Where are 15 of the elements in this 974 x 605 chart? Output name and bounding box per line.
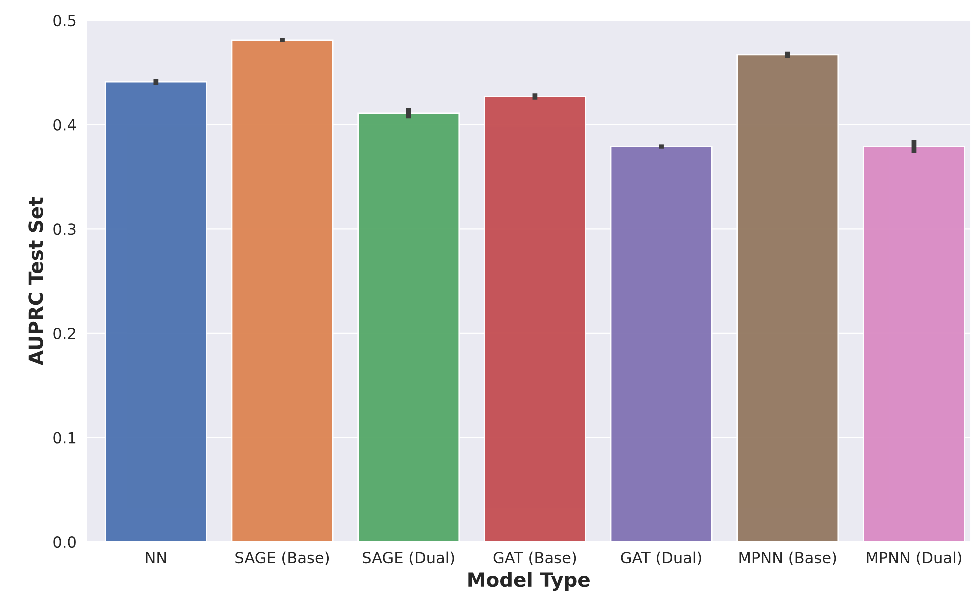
y-tick-label: 0.1 (54, 432, 76, 444)
y-tick-label: 0.2 (54, 328, 76, 340)
y-tick-label: 0.3 (54, 224, 76, 236)
y-axis-title: AUPRC Test Set (28, 198, 44, 366)
x-tick-label: SAGE (Dual) (363, 552, 454, 566)
x-tick-label: NN (146, 552, 166, 564)
x-tick-label: GAT (Base) (494, 552, 576, 566)
x-axis-title: Model Type (468, 572, 590, 592)
x-tick-label: MPNN (Base) (740, 552, 836, 566)
x-tick-label: MPNN (Dual) (867, 552, 962, 566)
y-tick-label: 0.4 (54, 119, 76, 131)
x-tick-label: GAT (Dual) (621, 552, 702, 566)
y-tick-label: 0.5 (54, 15, 76, 27)
y-tick-label: 0.0 (54, 536, 76, 548)
x-tick-label: SAGE (Base) (236, 552, 330, 566)
